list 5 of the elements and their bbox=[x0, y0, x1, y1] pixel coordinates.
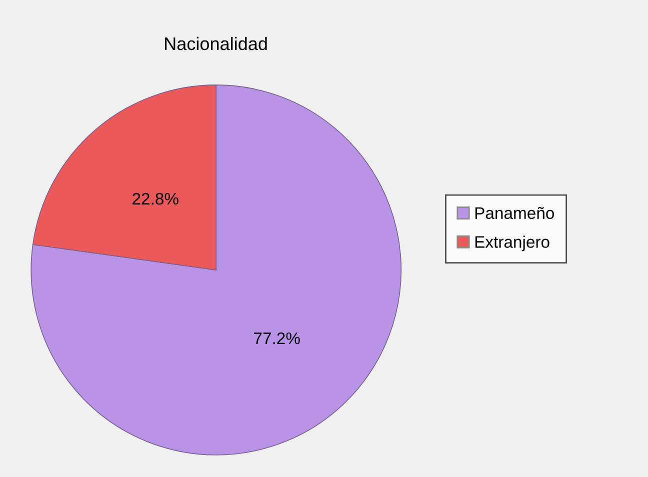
legend-label: Panameño bbox=[475, 206, 554, 219]
data-label: 22.8% bbox=[132, 192, 178, 205]
data-label: 77.2% bbox=[254, 332, 300, 344]
legend-label: Extranjero bbox=[475, 236, 550, 252]
chart-title: Nacionalidad bbox=[165, 36, 267, 50]
